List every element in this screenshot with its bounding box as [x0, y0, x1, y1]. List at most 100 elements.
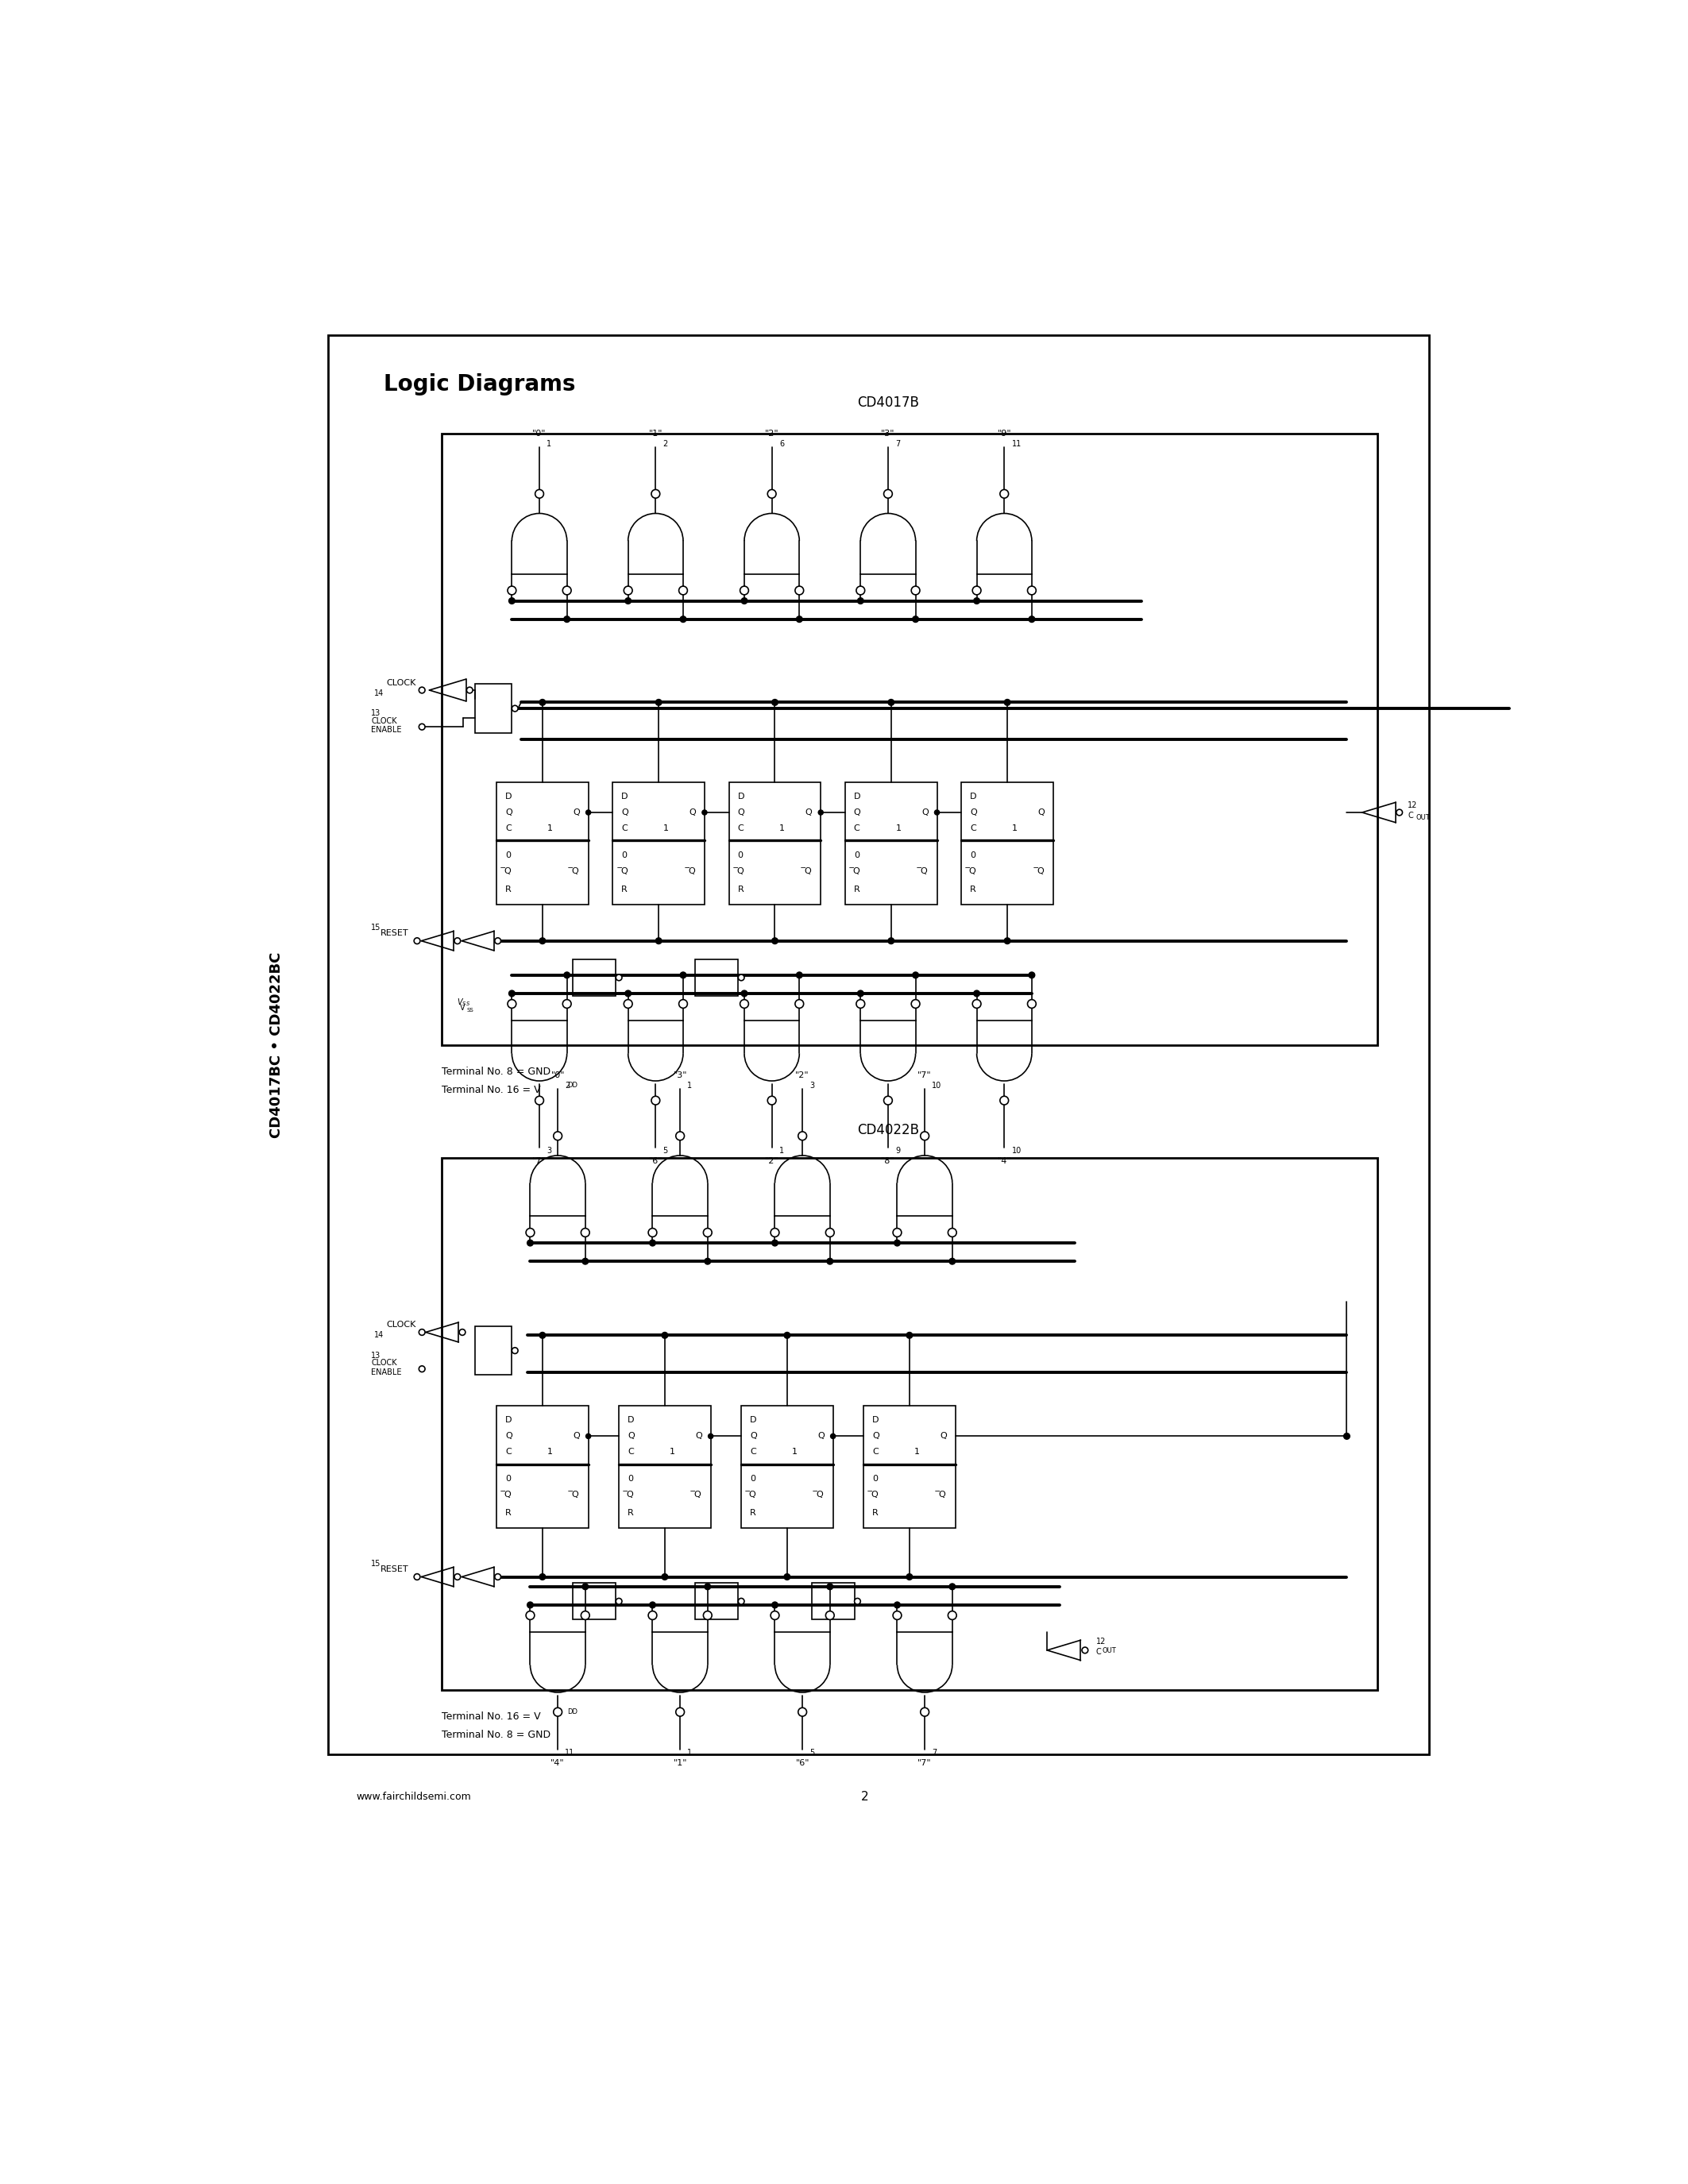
Circle shape: [797, 972, 802, 978]
Text: "6": "6": [648, 1158, 663, 1164]
Text: 13: 13: [371, 710, 381, 716]
Circle shape: [972, 585, 981, 594]
Circle shape: [906, 1575, 913, 1579]
Text: 1: 1: [547, 439, 552, 448]
Text: D: D: [971, 793, 977, 802]
Circle shape: [949, 1227, 957, 1236]
Circle shape: [616, 974, 621, 981]
Circle shape: [906, 1332, 913, 1339]
Text: CD4017B: CD4017B: [858, 395, 918, 411]
Text: Terminal No. 16 = V: Terminal No. 16 = V: [442, 1712, 540, 1721]
Circle shape: [999, 489, 1008, 498]
Text: 13: 13: [371, 1352, 381, 1358]
Circle shape: [554, 1131, 562, 1140]
Text: R: R: [854, 885, 859, 893]
Text: R: R: [749, 1509, 756, 1518]
Text: www.fairchildsemi.com: www.fairchildsemi.com: [356, 1791, 471, 1802]
Circle shape: [827, 1258, 832, 1265]
Text: Terminal No. 8 = GND: Terminal No. 8 = GND: [442, 1730, 550, 1741]
Text: 1: 1: [687, 1749, 692, 1756]
Circle shape: [739, 585, 748, 594]
Text: 0: 0: [873, 1474, 878, 1483]
Circle shape: [856, 1000, 864, 1009]
Circle shape: [540, 699, 545, 705]
Text: 0: 0: [971, 852, 976, 858]
Text: Q: Q: [628, 1433, 635, 1439]
Circle shape: [771, 1612, 780, 1621]
Circle shape: [540, 1332, 545, 1339]
Text: 0: 0: [505, 1474, 511, 1483]
Circle shape: [414, 1575, 420, 1579]
Text: D: D: [505, 793, 511, 802]
Text: D: D: [738, 793, 744, 802]
Text: "1": "1": [674, 1760, 687, 1767]
Text: 1: 1: [780, 1147, 783, 1155]
Circle shape: [625, 585, 633, 594]
Text: 1: 1: [663, 823, 668, 832]
Text: "4": "4": [550, 1760, 565, 1767]
Text: 11: 11: [1011, 439, 1021, 448]
Circle shape: [704, 1227, 712, 1236]
Circle shape: [586, 1433, 591, 1439]
Text: ENABLE: ENABLE: [371, 1367, 402, 1376]
Text: 1: 1: [547, 1448, 552, 1457]
Bar: [695, 959, 738, 996]
Text: 0: 0: [749, 1474, 755, 1483]
Text: RESET: RESET: [380, 1566, 408, 1572]
Circle shape: [650, 1241, 655, 1247]
Circle shape: [652, 489, 660, 498]
Text: C: C: [628, 1448, 633, 1457]
Text: 3: 3: [547, 1147, 552, 1155]
Circle shape: [920, 1708, 928, 1717]
Bar: [729, 782, 820, 904]
Text: Terminal No. 8 = GND: Terminal No. 8 = GND: [442, 1066, 550, 1077]
Circle shape: [771, 1601, 778, 1607]
Circle shape: [652, 1096, 660, 1105]
Bar: [572, 959, 616, 996]
Circle shape: [741, 989, 748, 996]
Circle shape: [888, 937, 895, 943]
Text: ̅Q: ̅Q: [572, 867, 579, 876]
Bar: [741, 1406, 832, 1529]
Circle shape: [704, 1258, 711, 1265]
Text: ̅Q: ̅Q: [621, 867, 628, 876]
Text: R: R: [628, 1509, 633, 1518]
Text: ̅Q: ̅Q: [505, 1492, 511, 1498]
Text: 5: 5: [663, 1147, 668, 1155]
Circle shape: [1004, 699, 1011, 705]
Text: "6": "6": [795, 1760, 809, 1767]
Text: ̅Q: ̅Q: [749, 1492, 756, 1498]
Text: "2": "2": [795, 1072, 810, 1079]
Circle shape: [771, 1227, 780, 1236]
Circle shape: [830, 1433, 836, 1439]
Circle shape: [419, 688, 425, 692]
Text: Terminal No. 16 = V: Terminal No. 16 = V: [442, 1085, 540, 1094]
Text: DD: DD: [567, 1708, 577, 1714]
Circle shape: [419, 1365, 425, 1372]
Text: Q: Q: [505, 808, 511, 817]
Circle shape: [827, 1583, 832, 1590]
Circle shape: [419, 723, 425, 729]
Text: RESET: RESET: [380, 930, 408, 937]
Circle shape: [625, 1000, 633, 1009]
Circle shape: [466, 688, 473, 692]
Bar: [496, 1406, 589, 1529]
Circle shape: [564, 616, 571, 622]
Text: C: C: [971, 823, 976, 832]
Text: Q: Q: [695, 1433, 702, 1439]
Circle shape: [768, 489, 776, 498]
Text: Q: Q: [805, 808, 812, 817]
Circle shape: [771, 699, 778, 705]
Text: 1: 1: [896, 823, 901, 832]
Circle shape: [581, 1612, 589, 1621]
Text: Q: Q: [689, 808, 695, 817]
Circle shape: [738, 974, 744, 981]
Text: 5: 5: [810, 1749, 815, 1756]
Text: R: R: [971, 885, 976, 893]
Circle shape: [675, 1708, 684, 1717]
Circle shape: [625, 989, 631, 996]
Text: 15: 15: [371, 924, 381, 930]
Text: "1": "1": [648, 430, 663, 437]
Text: Q: Q: [572, 1433, 579, 1439]
Bar: [442, 1158, 1377, 1690]
